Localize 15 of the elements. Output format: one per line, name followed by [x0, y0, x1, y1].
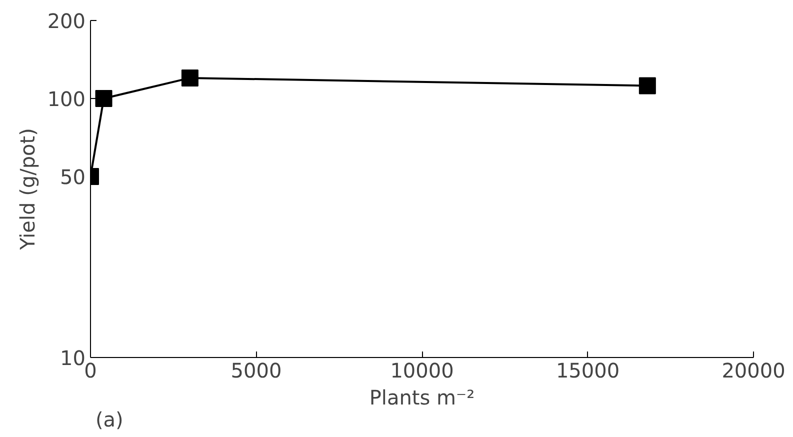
- point: [95, 90, 112, 107]
- x-tick-label: 0: [84, 358, 97, 382]
- y-tick-label: 10: [60, 346, 86, 370]
- x-axis-title: Plants m⁻²: [369, 386, 475, 410]
- y-axis-title: Yield (g/pot): [15, 128, 40, 251]
- text: (a): [96, 408, 124, 432]
- point: [181, 69, 198, 86]
- point: [638, 77, 656, 94]
- x-tick-label: 15000: [556, 358, 620, 382]
- y-tick-label: 100: [47, 86, 86, 111]
- x-tick-label: 5000: [230, 358, 282, 382]
- x-tick-label: 10000: [390, 358, 454, 382]
- y-tick-label: 200: [47, 9, 86, 33]
- x-tick-label: 20000: [722, 358, 786, 382]
- y-tick-label: 50: [60, 164, 86, 189]
